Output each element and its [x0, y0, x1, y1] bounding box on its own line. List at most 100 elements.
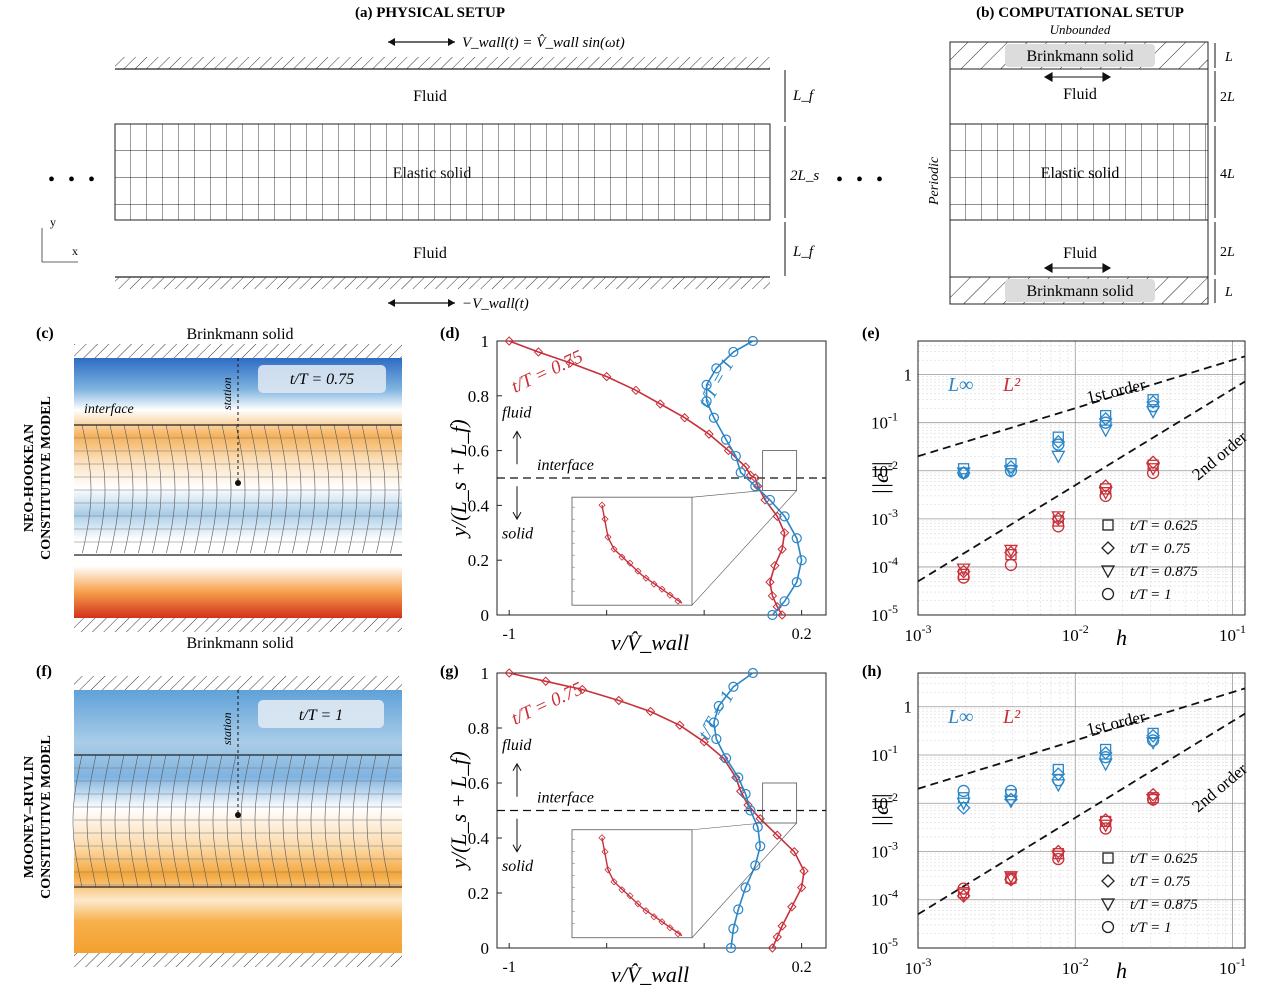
- panel-c-tag: (c): [36, 325, 54, 342]
- inset-point: [674, 597, 682, 605]
- zoom-box: [762, 782, 798, 824]
- panel-h: (h) ||e|| 10-3 10-2 10-1 1 10-1 10-2 10-3 10-4 1…: [862, 663, 1251, 983]
- dim-fluid-bottom: L_f: [792, 244, 815, 260]
- axis-x-label: x: [72, 244, 78, 258]
- panel-d-tag: (d): [440, 325, 460, 342]
- inset-point: [598, 834, 606, 842]
- inset-point: [618, 886, 626, 894]
- mesh-line: [165, 424, 176, 554]
- mesh-line: [151, 424, 162, 554]
- y-tick-label: 1: [481, 332, 490, 351]
- row-label-bottom-1: MOONEY–RIVLIN: [22, 756, 37, 878]
- mesh-line: [277, 424, 288, 554]
- mesh-line: [375, 424, 386, 554]
- y-tick-label: 0.2: [468, 551, 489, 570]
- fluid-label-bottom: Fluid: [413, 245, 447, 262]
- inset-point: [626, 892, 634, 900]
- data-point: [956, 564, 971, 579]
- data-point: [791, 577, 802, 588]
- x-tick-label: 10-1: [1219, 622, 1246, 645]
- legend-label: t/T = 0.875: [1130, 897, 1198, 913]
- panel-c-bottom-label: Brinkmann solid: [186, 635, 293, 652]
- mesh-line: [198, 754, 209, 888]
- data-point: [1146, 455, 1161, 470]
- dim-b-4L: 4L: [1220, 167, 1235, 182]
- data-point: [1146, 395, 1161, 409]
- data-point: [1101, 541, 1115, 555]
- data-point: [1051, 434, 1066, 449]
- elastic-solid-mesh: [114, 123, 771, 221]
- data-point: [1147, 727, 1159, 740]
- mesh-line: [193, 424, 204, 554]
- y-tick-label: 10-5: [871, 602, 898, 625]
- top-wall-velocity: V_wall(t) = V̂_wall sin(ωt): [462, 35, 625, 51]
- data-point: [767, 943, 778, 953]
- plot-frame: [917, 340, 1246, 616]
- data-point: [779, 596, 790, 607]
- legend-label: t/T = 0.625: [1130, 518, 1198, 534]
- data-point: [679, 413, 690, 423]
- l2-label: L²: [1002, 706, 1021, 728]
- ylabel-e: ||e||: [868, 461, 893, 495]
- data-point: [743, 800, 753, 810]
- inset-curve: [601, 505, 683, 604]
- data-point: [1052, 520, 1065, 533]
- data-point: [787, 902, 797, 912]
- data-point: [1004, 784, 1018, 798]
- time-label-f: t/T = 1: [299, 707, 343, 724]
- data-point: [645, 706, 656, 717]
- data-point: [675, 720, 685, 730]
- mesh-line: [114, 754, 125, 888]
- linf-label: L∞: [947, 706, 973, 728]
- x-tick-label: 10-3: [905, 622, 932, 645]
- data-point: [1146, 787, 1161, 802]
- y-tick-label: 10-5: [871, 935, 898, 958]
- data-point: [1051, 450, 1066, 464]
- solid-arrow: [512, 486, 522, 521]
- interface-label: interface: [537, 790, 594, 807]
- data-point: [601, 371, 612, 382]
- y-tick-label: 10-4: [871, 887, 898, 910]
- mesh-line: [324, 754, 335, 888]
- data-point: [1098, 758, 1113, 772]
- inset-point: [634, 567, 642, 575]
- elastic-solid-mesh-b: [949, 123, 1209, 221]
- data-point: [728, 681, 739, 692]
- inset-point: [650, 580, 658, 588]
- data-point: [1052, 515, 1064, 527]
- bottom-wall: [115, 277, 770, 289]
- panel-e-tag: (e): [862, 325, 880, 342]
- data-point: [1147, 394, 1159, 406]
- mesh-line: [128, 754, 139, 888]
- data-point: [699, 737, 709, 747]
- bottom-wall-velocity: −V_wall(t): [462, 296, 529, 312]
- data-point: [767, 591, 778, 601]
- mesh-line: [221, 424, 232, 554]
- y-tick-label: 0.8: [468, 719, 489, 738]
- fluid-label-b-top: Fluid: [1063, 86, 1097, 103]
- panel-e: (e) ||e|| 10-3 10-2 10-1 1 10-1 10-2 10-3 10-4 1…: [862, 325, 1251, 650]
- mesh-line: [100, 754, 111, 888]
- periodic-label: Periodic: [927, 156, 942, 206]
- data-point: [577, 684, 588, 695]
- interface-label-c: interface: [84, 402, 134, 417]
- inset-point: [604, 866, 612, 874]
- data-point: [1098, 813, 1113, 827]
- data-point: [1099, 743, 1112, 756]
- ylabel-h: ||e||: [868, 793, 893, 827]
- inset-point: [642, 907, 650, 915]
- mesh-line: [212, 754, 223, 888]
- solid-label: solid: [502, 525, 534, 542]
- mesh-line: [170, 754, 181, 888]
- fluid-label: fluid: [502, 405, 532, 422]
- data-point: [779, 528, 790, 538]
- data-point: [733, 772, 744, 783]
- deformed-mesh-f: [72, 754, 402, 888]
- data-point: [956, 800, 971, 815]
- data-point: [1146, 405, 1161, 419]
- data-point: [956, 797, 971, 811]
- mesh-line: [263, 424, 274, 554]
- data-point: [957, 466, 970, 480]
- data-point: [747, 335, 758, 347]
- data-point: [1052, 774, 1065, 787]
